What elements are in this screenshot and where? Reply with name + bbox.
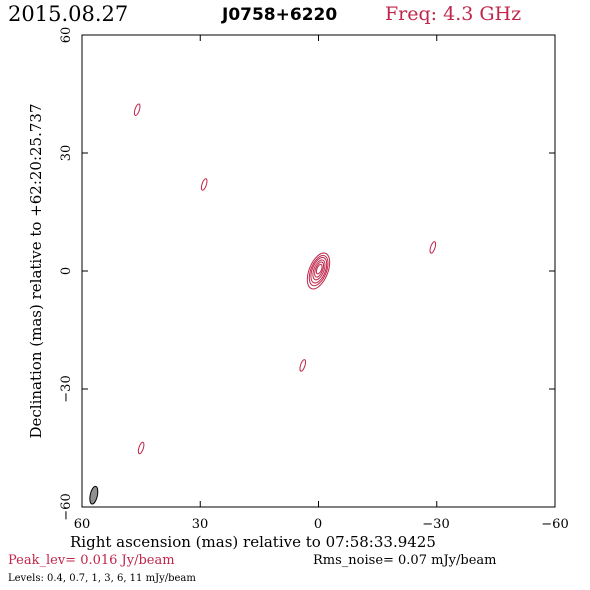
core-contour: [310, 257, 328, 284]
core-contour: [308, 255, 329, 287]
core-contour: [306, 252, 331, 290]
feature-contour: [137, 441, 145, 455]
x-tick-label-0: 0: [314, 517, 322, 532]
x-tick-label-minus30: −30: [422, 517, 449, 532]
core-contour: [314, 261, 325, 278]
y-tick-label-minus60: −60: [59, 493, 74, 520]
x-tick-label-60: 60: [74, 517, 91, 532]
feature-contour: [133, 103, 141, 116]
axis-ticks: [81, 34, 556, 508]
feature-contour: [429, 241, 437, 254]
date-title: 2015.08.27: [8, 2, 129, 26]
x-tick-label-30: 30: [192, 517, 209, 532]
y-tick-label-minus30: −30: [59, 375, 74, 402]
y-tick-label-60: 60: [59, 27, 74, 44]
plot-frame: [81, 34, 556, 508]
core-contour: [312, 259, 326, 281]
y-tick-label-30: 30: [59, 145, 74, 162]
feature-contour: [200, 178, 208, 191]
y-tick-label-0: 0: [59, 267, 74, 275]
contour-levels-label: Levels: 0.4, 0.7, 1, 3, 6, 11 mJy/beam: [8, 573, 196, 584]
source-title: J0758+6220: [222, 5, 338, 25]
contour-group: [89, 103, 437, 505]
frequency-title: Freq: 4.3 GHz: [385, 3, 522, 25]
rms-noise-label: Rms_noise= 0.07 mJy/beam: [313, 553, 497, 568]
feature-contour: [299, 359, 307, 372]
beam-ellipse: [89, 485, 99, 505]
x-tick-label-minus60: −60: [541, 517, 568, 532]
x-axis-label: Right ascension (mas) relative to 07:58:…: [70, 533, 436, 551]
peak-level-label: Peak_lev= 0.016 Jy/beam: [8, 553, 175, 568]
core-contour: [315, 263, 323, 275]
y-axis-label: Declination (mas) relative to +62:20:25.…: [27, 103, 45, 438]
